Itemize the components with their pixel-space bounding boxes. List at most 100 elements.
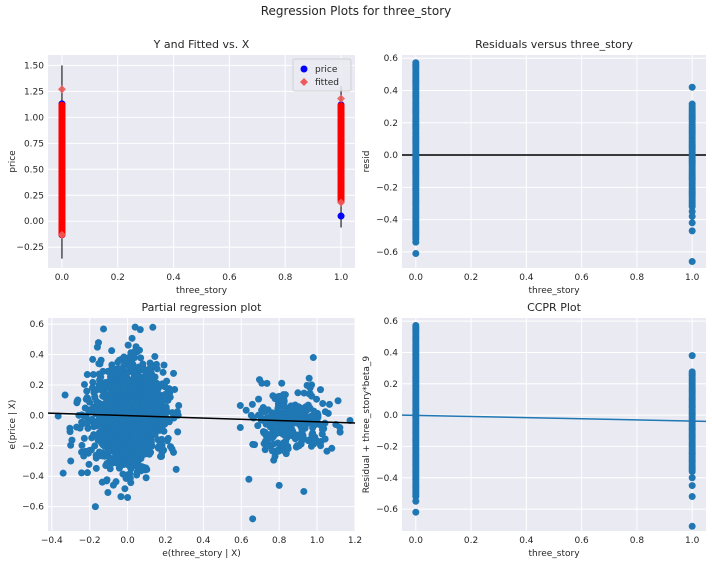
- partial-point: [116, 368, 124, 376]
- y-tick-label: 0.2: [384, 380, 398, 390]
- partial-point: [105, 417, 113, 425]
- x-tick-label: 0.6: [222, 273, 237, 283]
- partial-point: [236, 402, 244, 410]
- subplot-4: 0.0 0.2 0.4 0.6 0.8 1.0 −0.6 −0.4 −0.2 0.0 0.2 0.4 0…: [362, 301, 706, 559]
- residual-point: [412, 508, 420, 516]
- partial-point: [105, 401, 113, 409]
- partial-point: [163, 437, 171, 445]
- x-tick-label: −0.4: [41, 536, 63, 546]
- partial-point: [287, 402, 295, 410]
- x-tick-label: 0.6: [574, 273, 589, 283]
- partial-point: [308, 392, 316, 400]
- partial-point: [321, 408, 329, 416]
- plot-content: [402, 322, 706, 530]
- partial-point: [328, 444, 336, 452]
- x-tick-label: 0.8: [630, 536, 645, 546]
- partial-point: [94, 339, 102, 347]
- partial-point: [103, 476, 111, 484]
- partial-point: [149, 323, 157, 331]
- partial-point: [275, 447, 283, 455]
- plot-area: [402, 55, 706, 268]
- partial-point: [160, 361, 168, 369]
- plot-area: [402, 318, 706, 531]
- partial-point: [89, 370, 97, 378]
- partial-point: [319, 400, 327, 408]
- partial-point: [268, 447, 276, 455]
- residual-point: [688, 482, 696, 490]
- residual-point: [688, 100, 696, 108]
- partial-point: [91, 392, 99, 400]
- partial-point: [85, 460, 93, 468]
- partial-point: [92, 464, 100, 472]
- y-axis-label: Residual + three_story*beta_9: [362, 356, 372, 494]
- partial-point: [145, 379, 153, 387]
- residual-point: [688, 352, 696, 360]
- partial-point: [281, 429, 289, 437]
- y-tick-label: 0.6: [30, 320, 45, 330]
- partial-point: [270, 456, 278, 464]
- partial-point: [270, 425, 278, 433]
- partial-point: [300, 435, 308, 443]
- partial-point: [67, 457, 75, 465]
- residual-point: [688, 208, 696, 216]
- y-tick-label: 0.0: [384, 411, 399, 421]
- partial-point: [146, 368, 154, 376]
- partial-point: [91, 503, 99, 511]
- y-tick-label: −0.2: [376, 442, 398, 452]
- partial-point: [264, 442, 272, 450]
- partial-point: [143, 418, 151, 426]
- y-tick-label: −0.4: [376, 474, 398, 484]
- partial-point: [124, 341, 132, 349]
- partial-point: [124, 494, 132, 502]
- fitted-point: [58, 101, 66, 109]
- partial-point: [104, 489, 112, 497]
- partial-point: [248, 400, 256, 408]
- fitted-point: [337, 102, 345, 110]
- partial-point: [132, 457, 140, 465]
- partial-point: [140, 432, 148, 440]
- partial-point: [80, 380, 88, 388]
- y-tick-label: 1.25: [24, 87, 44, 97]
- partial-point: [119, 385, 127, 393]
- y-axis-label: resid: [362, 151, 372, 173]
- partial-point: [148, 442, 156, 450]
- partial-point: [115, 356, 123, 364]
- x-tick-label: 0.4: [519, 273, 534, 283]
- residual-point: [688, 522, 696, 530]
- partial-point: [54, 412, 62, 420]
- y-tick-label: 1.50: [24, 61, 44, 71]
- partial-point: [135, 346, 143, 354]
- partial-point: [127, 383, 135, 391]
- partial-point: [151, 353, 159, 361]
- partial-point: [154, 390, 162, 398]
- partial-point: [89, 378, 97, 386]
- partial-point: [137, 354, 145, 362]
- subplot-title: Partial regression plot: [142, 301, 263, 314]
- partial-point: [73, 399, 81, 407]
- partial-point: [142, 474, 150, 482]
- partial-point: [285, 422, 293, 430]
- partial-point: [122, 357, 130, 365]
- x-tick-label: 0.2: [464, 273, 478, 283]
- residual-point: [688, 219, 696, 227]
- partial-point: [172, 465, 180, 473]
- partial-point: [104, 447, 112, 455]
- partial-point: [88, 384, 96, 392]
- partial-point: [321, 435, 329, 443]
- partial-point: [121, 415, 129, 423]
- x-tick-label: 0.8: [278, 273, 293, 283]
- partial-point: [278, 379, 286, 387]
- partial-point: [105, 391, 113, 399]
- y-tick-label: −0.6: [376, 505, 398, 515]
- partial-point: [309, 354, 317, 362]
- residual-point: [688, 83, 696, 91]
- subplot-title: Residuals versus three_story: [475, 38, 633, 51]
- partial-point: [67, 441, 75, 449]
- x-tick-label: 1.0: [685, 273, 700, 283]
- partial-point: [112, 478, 120, 486]
- partial-point: [300, 487, 308, 495]
- partial-point: [108, 347, 116, 355]
- residual-point: [412, 59, 420, 67]
- partial-point: [126, 474, 134, 482]
- y-tick-label: −0.4: [22, 472, 44, 482]
